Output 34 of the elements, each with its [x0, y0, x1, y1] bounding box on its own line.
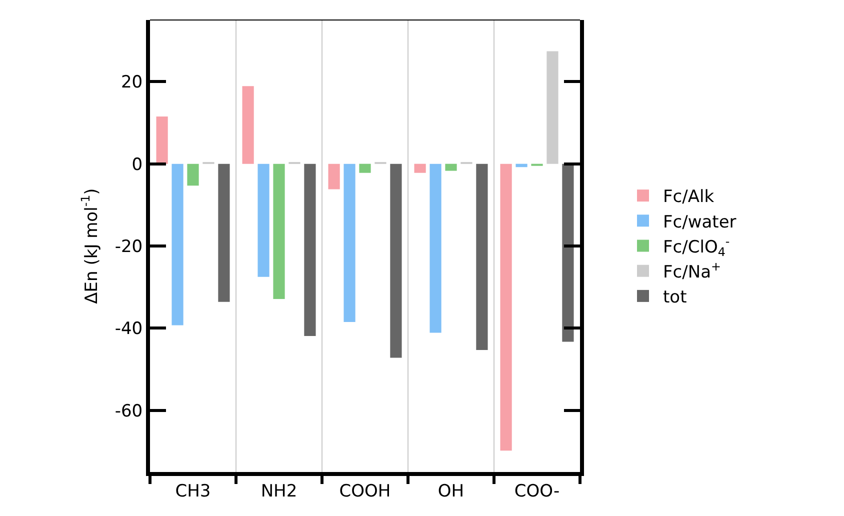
bar: [476, 164, 488, 350]
y-tick-label: 20: [120, 72, 143, 93]
bar: [218, 164, 230, 302]
bar: [304, 164, 316, 336]
bar: [516, 164, 528, 168]
y-tick-label: 0: [132, 154, 143, 175]
bar: [390, 164, 402, 358]
bar: [187, 164, 199, 186]
x-tick-label: CH3: [175, 481, 211, 502]
x-tick-label: COOH: [339, 481, 391, 502]
bar: [172, 164, 184, 326]
x-tick-label: COO-: [514, 481, 560, 502]
bar: [328, 164, 340, 190]
x-tick-label: OH: [438, 481, 464, 502]
legend-label: Fc/water: [663, 212, 736, 232]
legend-label: Fc/Na$^{+}$: [663, 259, 721, 282]
bar: [242, 86, 254, 164]
bar: [562, 164, 574, 342]
legend-label: tot: [663, 288, 688, 308]
y-tick-label: -60: [114, 401, 143, 422]
bar: [359, 164, 371, 173]
bar: [156, 116, 168, 164]
bar: [344, 164, 356, 322]
y-tick-label: -20: [114, 236, 143, 257]
x-tick-label: NH2: [260, 481, 298, 502]
bar: [273, 164, 285, 300]
bar: [258, 164, 270, 277]
bar: [430, 164, 442, 333]
bar: [500, 164, 512, 451]
bar: [414, 164, 426, 173]
bar: [546, 51, 558, 164]
y-tick-label: -40: [114, 319, 143, 340]
legend-label: Fc/Alk: [663, 187, 714, 208]
bar: [445, 164, 457, 171]
